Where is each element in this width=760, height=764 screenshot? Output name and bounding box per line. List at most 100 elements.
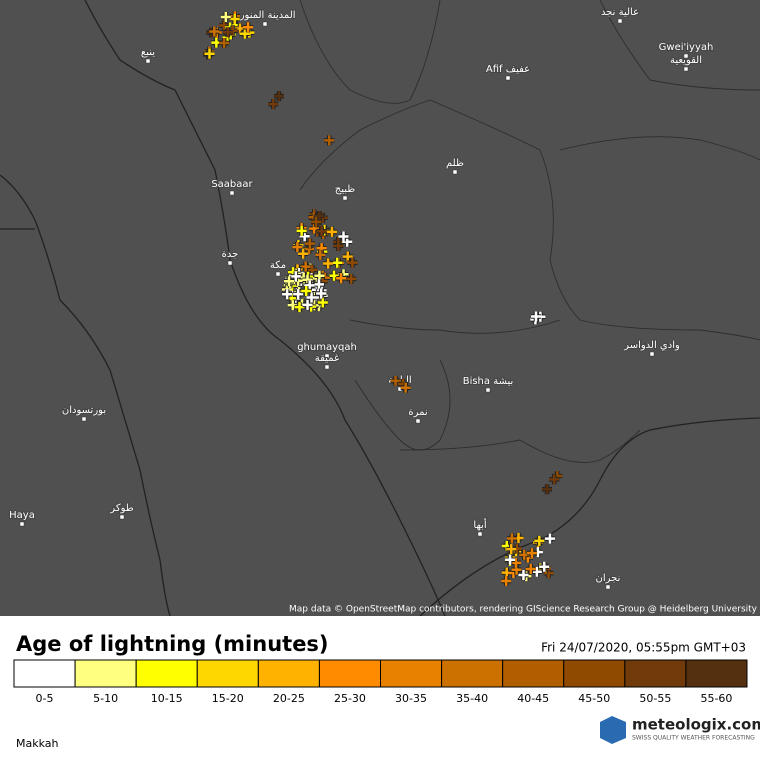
place-label: ظلم — [446, 158, 464, 169]
lightning-strike — [298, 248, 309, 259]
place-dot — [324, 353, 330, 359]
lightning-strike — [539, 561, 550, 572]
lightning-strike — [525, 564, 536, 575]
lightning-strike — [342, 251, 353, 262]
place-dot — [477, 531, 483, 537]
lightning-strike — [311, 216, 322, 227]
lightning-strike — [204, 48, 215, 59]
place-dot — [324, 364, 330, 370]
place-label: Bisha بيشة — [463, 376, 514, 387]
lightning-strike — [294, 302, 305, 313]
place-dot — [505, 75, 511, 81]
lightning-strike — [328, 270, 339, 281]
legend-swatch — [685, 659, 748, 688]
lightning-strike — [292, 242, 303, 253]
legend-swatch — [502, 659, 565, 688]
map-lines — [0, 0, 760, 617]
place-dot — [275, 271, 281, 277]
place-dot — [452, 169, 458, 175]
place-label: ظبيج — [335, 184, 355, 195]
place-dot — [81, 416, 87, 422]
lightning-strike — [302, 299, 313, 310]
place-labels: المدينة المنورة ينبع Afif عفيف Gwei'iyyah ال… — [8, 6, 714, 590]
lightning-strike — [346, 273, 357, 284]
lightning-strike — [313, 279, 324, 290]
legend-swatch — [257, 659, 320, 688]
legend-panel — [0, 616, 760, 760]
legend-label: 55-60 — [700, 692, 732, 705]
lightning-strike — [304, 280, 315, 291]
lightning-strike — [526, 548, 537, 559]
legend-swatch — [624, 659, 687, 688]
place-dot — [262, 21, 268, 27]
brand: meteologix.com — [632, 716, 760, 734]
lightning-strike — [530, 311, 541, 322]
lightning-strike — [542, 484, 553, 495]
region: Makkah — [16, 737, 59, 750]
place-label: بورتسودان — [62, 405, 106, 416]
legend-title: Age of lightning (minutes) — [16, 632, 329, 656]
lightning-strike — [301, 286, 312, 297]
place-label: Gwei'iyyah — [659, 42, 714, 53]
lightning-strike — [326, 226, 337, 237]
lightning-strike — [314, 211, 325, 222]
legend-swatch — [13, 659, 76, 688]
lightning-strike — [510, 557, 521, 568]
lightning-strike — [347, 257, 358, 268]
place-dot — [649, 351, 655, 357]
legend-bins: 0-5 5-10 10-15 15-20 20-25 25-30 30-35 35-40 40-… — [13, 659, 748, 705]
place-dot — [415, 418, 421, 424]
lightning-strike — [268, 99, 279, 110]
place-label: غميقة — [315, 353, 339, 364]
lightning-strike — [209, 26, 220, 37]
legend-swatch — [380, 659, 443, 688]
lightning-strike — [333, 240, 344, 251]
legend-label: 20-25 — [273, 692, 305, 705]
place-dot — [19, 521, 25, 527]
lightning-strike — [534, 535, 545, 546]
lightning-strike — [316, 226, 327, 237]
lightning-strike — [324, 135, 335, 146]
place-dot — [119, 514, 125, 520]
legend-label: 5-10 — [93, 692, 118, 705]
lightning-strike — [304, 238, 315, 249]
lightning-strike — [505, 554, 516, 565]
lightning-strike — [316, 288, 327, 299]
lightning-strike — [219, 37, 230, 48]
place-dot — [485, 387, 491, 393]
place-label: نمرة — [408, 407, 427, 418]
lightning-strike — [300, 261, 311, 272]
timestamp: Fri 24/07/2020, 05:55pm GMT+03 — [541, 641, 746, 655]
lightning-strike — [506, 533, 517, 544]
lightning-strike — [544, 533, 555, 544]
lightning-strike — [293, 289, 304, 300]
legend-swatch — [196, 659, 259, 688]
admin-borders — [299, 0, 760, 463]
map-background — [0, 0, 760, 616]
legend-label: 0-5 — [36, 692, 54, 705]
legend-swatch — [563, 659, 626, 688]
place-dot — [342, 195, 348, 201]
lightning-strike — [282, 289, 293, 300]
place-dot — [605, 584, 611, 590]
legend-label: 35-40 — [456, 692, 488, 705]
place-label: نجران — [596, 573, 621, 584]
lightning-strike — [273, 91, 284, 102]
lightning-strike — [531, 566, 542, 577]
place-label: جدة — [222, 249, 239, 260]
lightning-strike — [220, 11, 231, 22]
place-label: ينبع — [141, 47, 155, 58]
place-label: المدينة المنورة — [234, 10, 295, 21]
logo: meteologix.com SWISS QUALITY WEATHER FOR… — [600, 716, 760, 744]
lightning-strike — [400, 382, 411, 393]
place-label: أبها — [473, 518, 486, 531]
place-label: Saabaar — [211, 179, 253, 190]
lightning-strike — [323, 258, 334, 269]
place-label: عالية نجد — [601, 7, 639, 18]
lightning-strike — [296, 225, 307, 236]
lightning-strike — [239, 28, 250, 39]
place-label: Afif عفيف — [486, 64, 530, 75]
place-label: Haya — [9, 510, 35, 521]
lightning-strike — [390, 375, 401, 386]
